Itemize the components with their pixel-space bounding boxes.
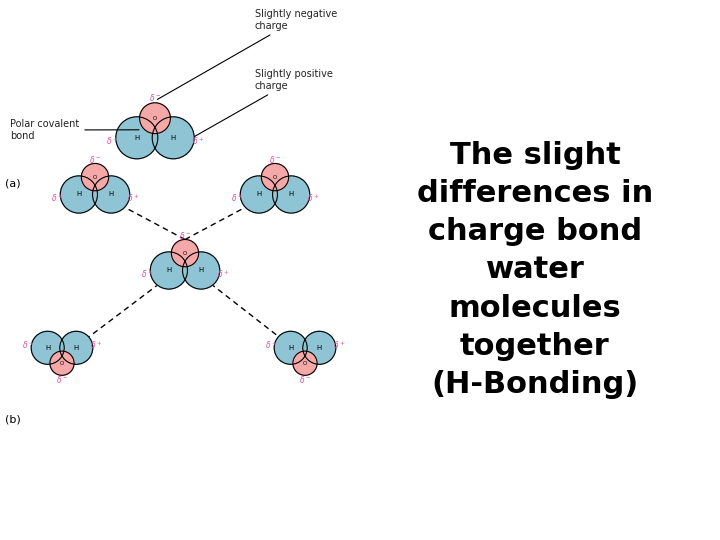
Circle shape <box>60 176 97 213</box>
Circle shape <box>261 164 289 191</box>
Text: O: O <box>183 251 187 255</box>
Circle shape <box>150 252 187 289</box>
Text: $\delta^+$: $\delta^+$ <box>90 339 102 350</box>
Text: H: H <box>289 192 294 198</box>
Circle shape <box>274 332 307 364</box>
Text: $\delta^+$: $\delta^+$ <box>127 192 140 204</box>
Circle shape <box>81 164 109 191</box>
Circle shape <box>272 176 310 213</box>
Circle shape <box>31 332 64 364</box>
Text: $\delta^-$: $\delta^-$ <box>89 154 102 165</box>
Text: $\delta^+$: $\delta^+$ <box>230 192 243 204</box>
Circle shape <box>50 351 74 375</box>
Text: O: O <box>93 174 97 180</box>
Text: $\delta^+$: $\delta^+$ <box>333 339 345 350</box>
Text: O: O <box>60 361 64 366</box>
Text: $\delta^-$: $\delta^-$ <box>149 92 161 103</box>
Circle shape <box>152 117 194 159</box>
Text: H: H <box>288 345 293 351</box>
Text: $\delta^-$: $\delta^-$ <box>269 154 282 165</box>
Text: $\delta^-$: $\delta^-$ <box>56 374 68 384</box>
Text: H: H <box>171 135 176 141</box>
Text: $\delta^+$: $\delta^+$ <box>106 136 118 147</box>
Text: $\delta^+$: $\delta^+$ <box>307 192 320 204</box>
Text: H: H <box>199 267 204 273</box>
Text: Polar covalent
bond: Polar covalent bond <box>10 119 139 141</box>
Text: Slightly positive
charge: Slightly positive charge <box>194 69 333 137</box>
Text: $\delta^+$: $\delta^+$ <box>50 192 63 204</box>
Text: H: H <box>45 345 50 351</box>
Text: O: O <box>153 116 157 121</box>
Text: H: H <box>317 345 322 351</box>
Text: Slightly negative
charge: Slightly negative charge <box>158 9 337 99</box>
Text: $\delta^+$: $\delta^+$ <box>265 339 277 350</box>
Circle shape <box>171 239 199 267</box>
Circle shape <box>183 252 220 289</box>
Text: $\delta^+$: $\delta^+$ <box>192 136 204 147</box>
Circle shape <box>303 332 336 364</box>
Text: $\delta^+$: $\delta^+$ <box>22 339 35 350</box>
Circle shape <box>92 176 130 213</box>
Text: O: O <box>303 361 307 366</box>
Text: O: O <box>273 174 277 180</box>
Text: The slight
differences in
charge bond
water
molecules
together
(H-Bonding): The slight differences in charge bond wa… <box>417 141 653 399</box>
Text: (b): (b) <box>5 415 21 425</box>
Text: H: H <box>76 192 81 198</box>
Text: H: H <box>109 192 114 198</box>
Circle shape <box>140 103 171 133</box>
Text: $\delta^-$: $\delta^-$ <box>179 230 192 241</box>
Text: H: H <box>134 135 140 141</box>
Text: $\delta^+$: $\delta^+$ <box>140 268 153 280</box>
Text: H: H <box>73 345 79 351</box>
Circle shape <box>240 176 277 213</box>
Text: $\delta^+$: $\delta^+$ <box>217 268 230 280</box>
Text: H: H <box>256 192 261 198</box>
Circle shape <box>293 351 317 375</box>
Text: $\delta^-$: $\delta^-$ <box>299 374 311 384</box>
Circle shape <box>116 117 158 159</box>
Circle shape <box>60 332 93 364</box>
Text: (a): (a) <box>5 178 21 188</box>
Text: H: H <box>166 267 171 273</box>
